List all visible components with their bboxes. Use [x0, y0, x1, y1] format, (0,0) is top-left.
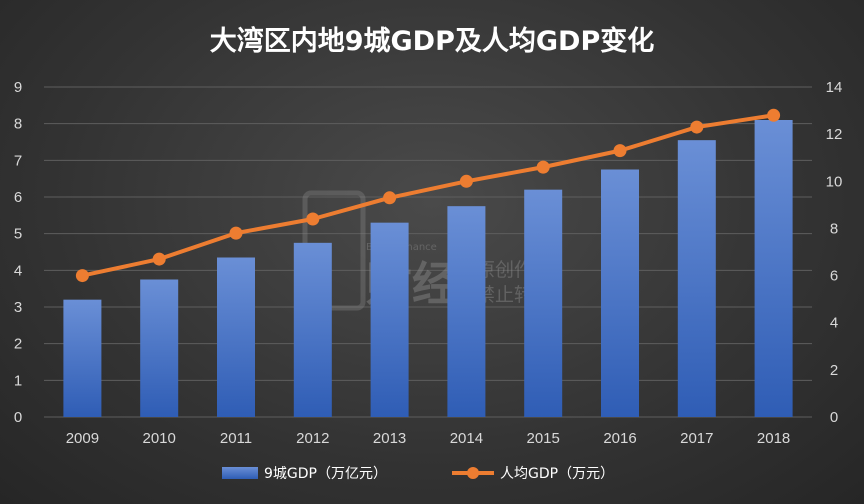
line-point [690, 120, 704, 134]
bar [754, 120, 793, 417]
x-tick-label: 2012 [296, 430, 329, 447]
y-right-tick-label: 8 [830, 220, 838, 237]
y-left-tick-label: 0 [14, 409, 22, 426]
x-tick-label: 2016 [603, 430, 636, 447]
y-left-tick-label: 4 [14, 262, 22, 279]
legend-swatch-bar [222, 467, 258, 479]
line-point [306, 212, 320, 226]
x-tick-label: 2013 [373, 430, 406, 447]
x-axis: 2009 2010 2011 2012 2013 2014 2015 2016 2017 2018 [66, 430, 791, 447]
legend-swatch-marker [467, 467, 479, 479]
line-point [152, 252, 166, 266]
y-right-tick-label: 6 [830, 268, 838, 285]
line-point [383, 191, 397, 205]
bar [524, 189, 563, 417]
line-point [613, 144, 627, 158]
line-point [767, 108, 781, 122]
y-right-tick-label: 0 [830, 409, 838, 426]
y-left-tick-label: 7 [14, 152, 22, 169]
x-tick-label: 2017 [680, 430, 713, 447]
line-point [75, 269, 89, 283]
bar [447, 206, 486, 417]
y-left-tick-label: 3 [14, 299, 22, 316]
legend-label-line: 人均GDP（万元） [500, 466, 614, 482]
bar [63, 299, 102, 417]
y-right-tick-label: 12 [826, 126, 843, 143]
x-tick-label: 2015 [527, 430, 560, 447]
line-point [536, 160, 550, 174]
y-axis-right: 0 2 4 6 8 10 12 14 [826, 79, 843, 426]
y-right-tick-label: 14 [826, 79, 843, 96]
legend: 9城GDP（万亿元） 人均GDP（万元） [222, 466, 614, 482]
x-tick-label: 2014 [450, 430, 483, 447]
bar [601, 169, 639, 417]
bar [677, 140, 716, 417]
y-left-tick-label: 2 [14, 336, 22, 353]
x-tick-label: 2018 [757, 430, 790, 447]
line-series [75, 108, 781, 283]
y-right-tick-label: 10 [826, 173, 843, 190]
y-left-tick-label: 6 [14, 189, 22, 206]
x-tick-label: 2009 [66, 430, 99, 447]
line-point [459, 174, 473, 188]
line-point [229, 226, 243, 240]
y-axis-left: 0 1 2 3 4 5 6 7 8 9 [14, 79, 22, 426]
chart-title: 大湾区内地9城GDP及人均GDP变化 [210, 25, 655, 57]
y-left-tick-label: 1 [14, 372, 22, 389]
y-left-tick-label: 8 [14, 116, 22, 133]
y-right-tick-label: 2 [830, 362, 838, 379]
bar [217, 257, 255, 417]
x-tick-label: 2011 [220, 430, 252, 447]
legend-label-bar: 9城GDP（万亿元） [264, 466, 387, 482]
bar-series [63, 120, 793, 417]
bar [140, 279, 179, 417]
x-tick-label: 2010 [143, 430, 176, 447]
y-right-tick-label: 4 [830, 315, 838, 332]
bar [370, 222, 409, 417]
y-left-tick-label: 9 [14, 79, 22, 96]
y-left-tick-label: 5 [14, 226, 22, 243]
bar [293, 242, 332, 417]
series-line [81, 113, 774, 278]
